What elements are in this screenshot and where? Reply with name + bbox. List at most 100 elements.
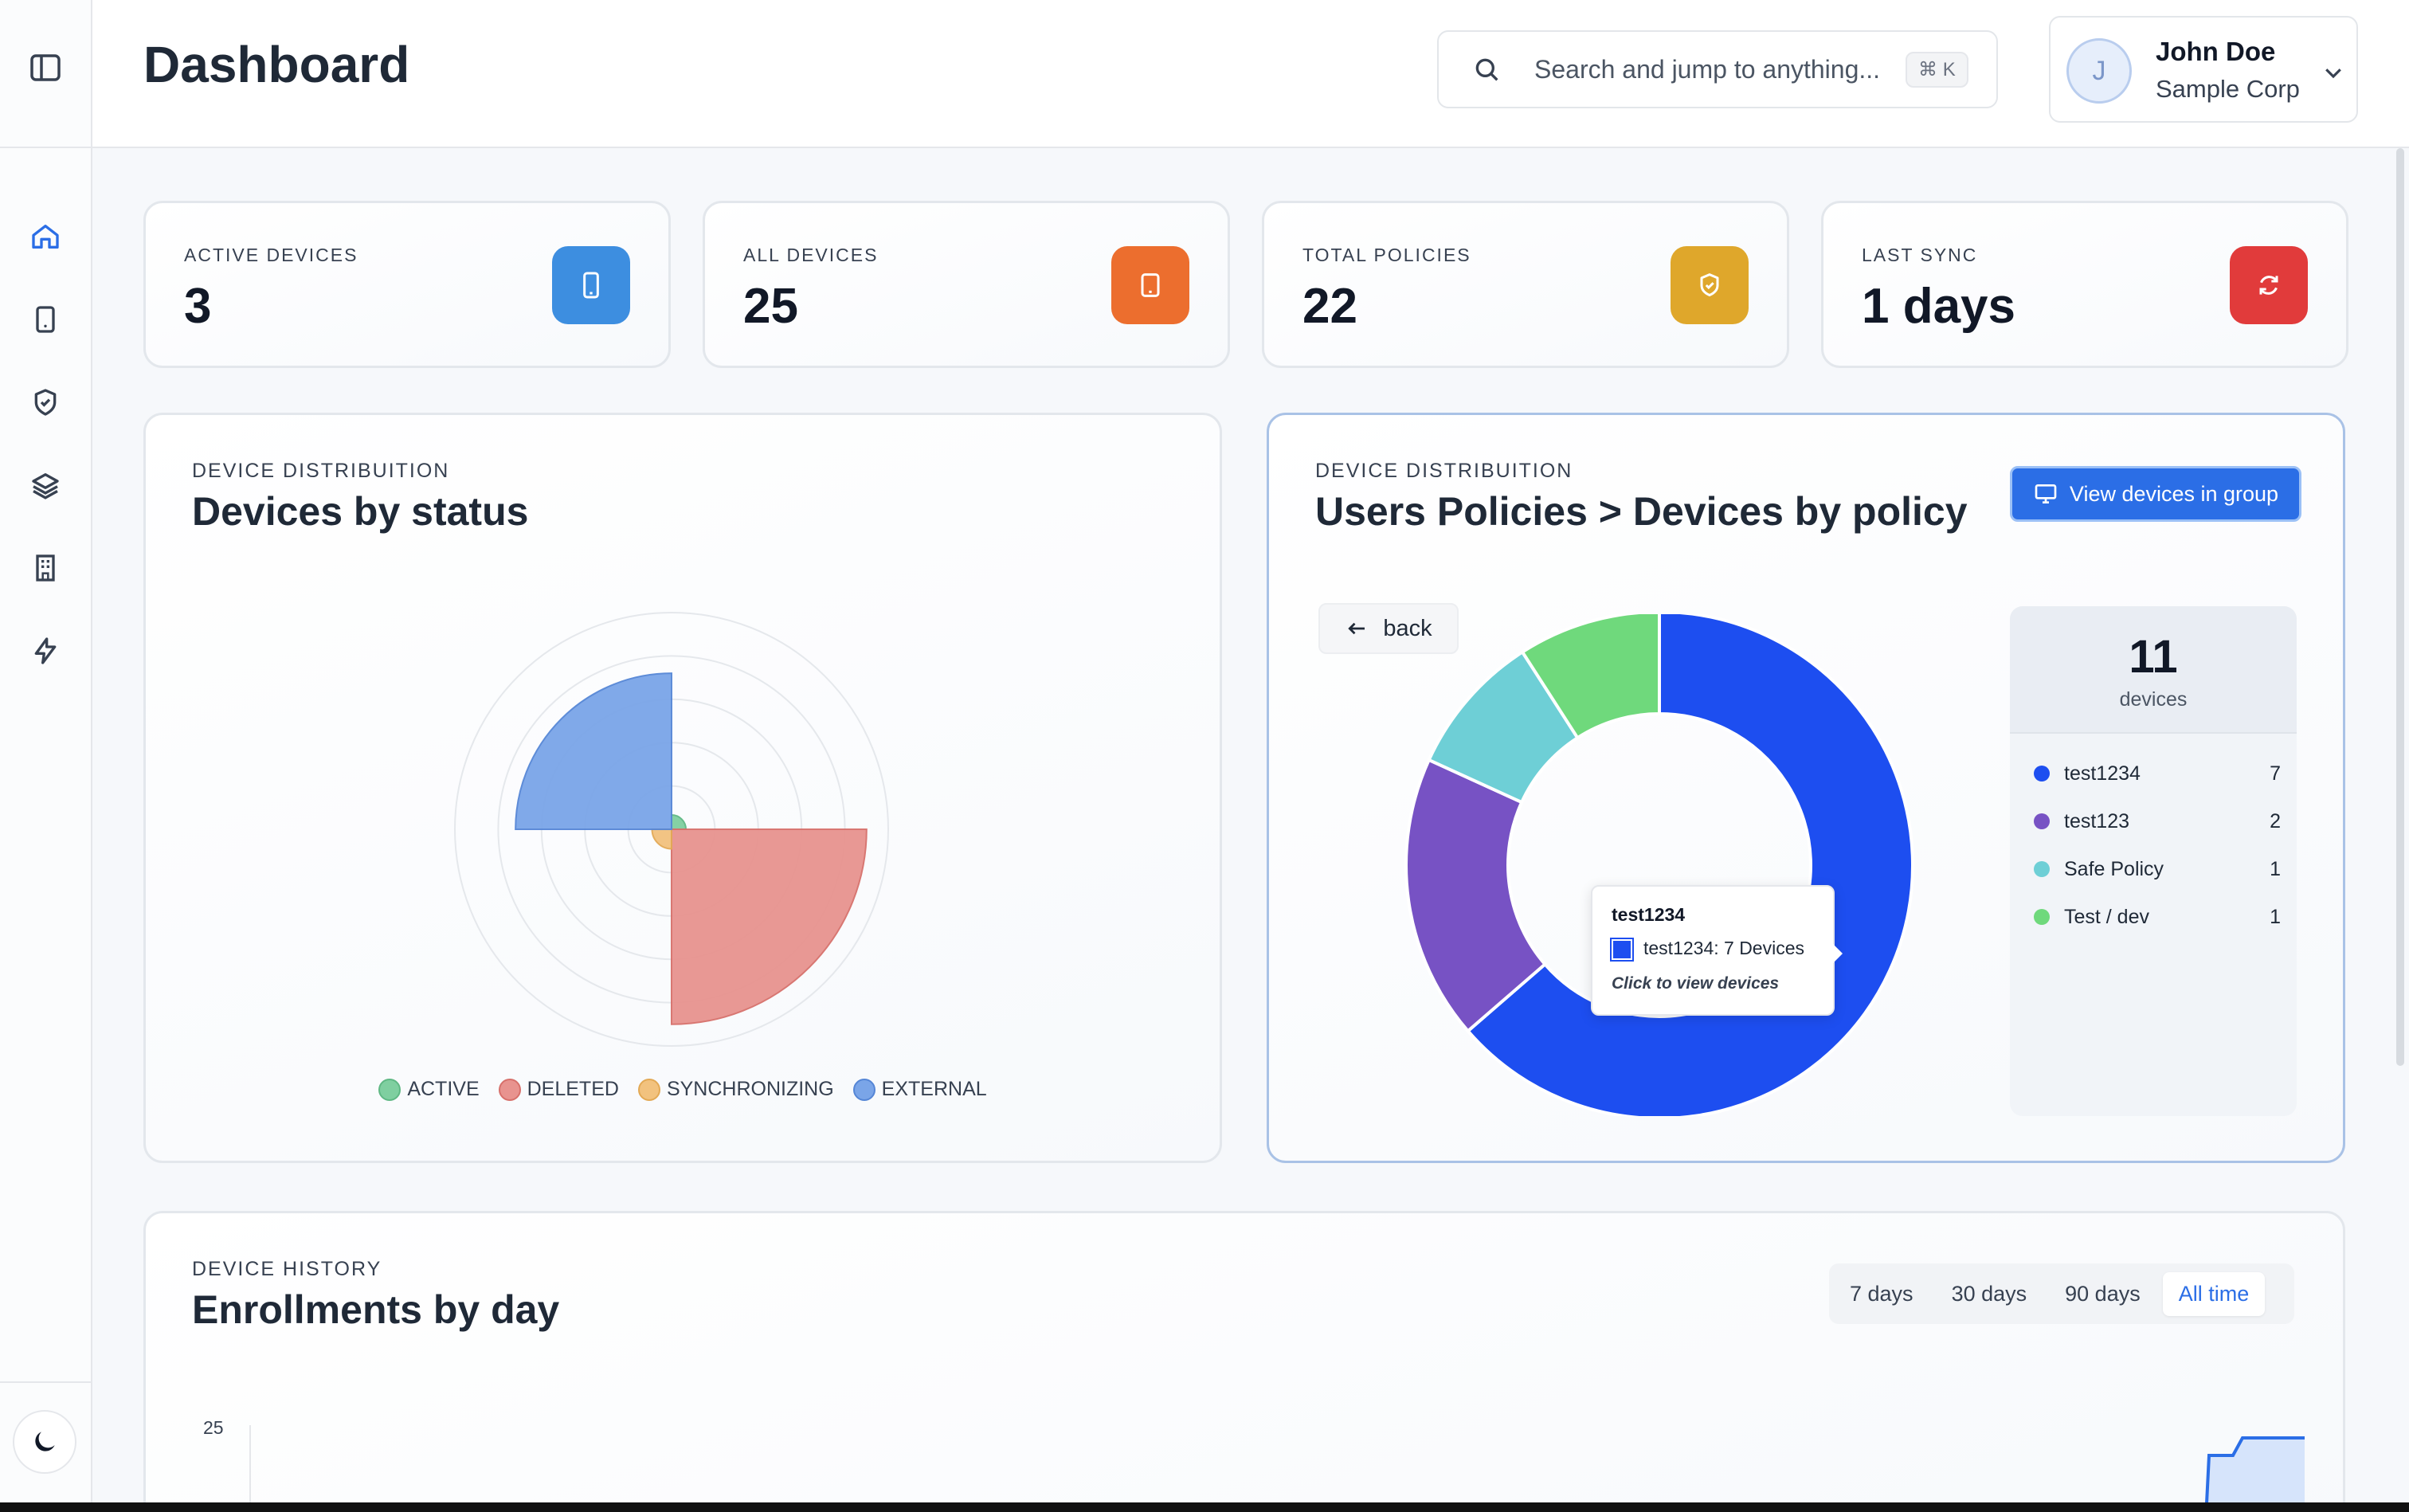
chart-tooltip[interactable]: test1234 test1234: 7 Devices Click to vi… (1591, 885, 1843, 1016)
bolt-icon[interactable] (27, 633, 64, 669)
row-count: 1 (2270, 857, 2281, 880)
stat-card-last-sync: LAST SYNC 1 days (1821, 201, 2348, 368)
devices-by-status-card: DEVICE DISTRIBUITION Devices by status A… (143, 413, 1222, 1163)
search-shortcut-badge: ⌘ K (1906, 51, 1968, 88)
policy-row[interactable]: test1234 7 (2034, 758, 2281, 789)
row-label: Safe Policy (2064, 857, 2164, 880)
search-placeholder: Search and jump to anything... (1534, 54, 1881, 84)
refresh-icon (2230, 246, 2308, 324)
sidebar-toggle-icon[interactable] (27, 53, 64, 84)
donut-slice-test123[interactable] (1404, 758, 1548, 1034)
enrollments-by-day-card: DEVICE HISTORY Enrollments by day 25 (143, 1211, 2345, 1512)
card-title: Users Policies > Devices by policy (1315, 489, 1968, 534)
tooltip-value: test1234: 7 Devices (1643, 938, 1805, 958)
page-title: Dashboard (143, 36, 410, 93)
tab-90-days[interactable]: 90 days (2065, 1281, 2141, 1306)
panel-label: devices (2119, 688, 2188, 711)
stat-card-total-policies: TOTAL POLICIES 22 (1262, 201, 1789, 368)
chart-legend: ACTIVE DELETED SYNCHRONIZING EXTERNAL (146, 1078, 1220, 1101)
legend-item-deleted[interactable]: DELETED (498, 1078, 619, 1101)
row-count: 2 (2270, 809, 2281, 832)
row-label: test1234 (2064, 762, 2141, 785)
donut-slice-test-dev[interactable] (1520, 614, 1661, 740)
user-menu[interactable]: J John Doe Sample Corp (2049, 16, 2358, 123)
sidebar-divider (0, 1381, 92, 1383)
row-label: test123 (2064, 809, 2130, 832)
y-axis-tick: 25 (203, 1417, 224, 1438)
polar-segment-external[interactable] (515, 672, 672, 830)
row-swatch (2034, 813, 2050, 829)
legend-item-synchronizing[interactable]: SYNCHRONIZING (637, 1078, 834, 1101)
stat-value: 3 (184, 279, 212, 334)
stat-label: LAST SYNC (1862, 245, 1978, 265)
row-count: 1 (2270, 905, 2281, 928)
shield-icon[interactable] (27, 384, 64, 421)
back-button[interactable]: back (1318, 603, 1459, 654)
tab-7-days[interactable]: 7 days (1850, 1281, 1913, 1306)
device-icon[interactable] (27, 301, 64, 338)
shield-check-icon (1671, 246, 1749, 324)
stat-card-active-devices: ACTIVE DEVICES 3 (143, 201, 671, 368)
tooltip-arrow (1833, 944, 1843, 963)
row-count: 7 (2270, 762, 2281, 785)
tooltip-title: test1234 (1612, 904, 1686, 925)
polar-segment-active[interactable] (671, 813, 687, 830)
polar-grid-ring (454, 612, 889, 1047)
policy-row[interactable]: Test / dev 1 (2034, 901, 2281, 933)
window-bottom-edge (0, 1502, 2409, 1512)
range-tabs: 7 days 30 days 90 days All time (1829, 1263, 2294, 1324)
topbar: Dashboard Search and jump to anything...… (92, 0, 2409, 148)
search-icon (1475, 58, 1498, 81)
view-devices-label: View devices in group (2069, 481, 2279, 506)
stat-value: 22 (1302, 279, 1357, 334)
home-icon[interactable] (27, 218, 64, 255)
avatar: J (2066, 38, 2132, 104)
donut-chart[interactable] (1396, 614, 1922, 1116)
theme-toggle-button[interactable] (13, 1410, 76, 1474)
user-org: Sample Corp (2156, 75, 2300, 103)
card-eyebrow: DEVICE HISTORY (192, 1258, 382, 1280)
policy-row[interactable]: Safe Policy 1 (2034, 853, 2281, 885)
layers-icon[interactable] (27, 467, 64, 503)
tab-all-time[interactable]: All time (2162, 1271, 2266, 1316)
row-label: Test / dev (2064, 905, 2149, 928)
tooltip-hint: Click to view devices (1612, 974, 1780, 993)
stat-label: ACTIVE DEVICES (184, 245, 358, 265)
legend-label: EXTERNAL (881, 1078, 987, 1100)
card-title: Enrollments by day (192, 1287, 560, 1332)
polar-area-chart[interactable] (433, 598, 911, 1060)
search-input[interactable]: Search and jump to anything... ⌘ K (1437, 30, 1998, 108)
legend-item-external[interactable]: EXTERNAL (852, 1078, 987, 1101)
policy-row[interactable]: test123 2 (2034, 805, 2281, 837)
panel-count: 11 (2129, 631, 2178, 683)
tooltip-swatch (1610, 938, 1634, 962)
arrow-left-icon (1348, 622, 1365, 635)
legend-swatch (498, 1078, 521, 1101)
moon-icon (35, 1432, 55, 1451)
stat-value: 1 days (1862, 279, 2016, 334)
row-swatch (2034, 861, 2050, 877)
view-devices-in-group-button[interactable]: View devices in group (2010, 466, 2301, 522)
y-axis-line (249, 1425, 251, 1512)
polar-segment-deleted[interactable] (671, 828, 868, 1025)
devices-by-policy-card: DEVICE DISTRIBUITION Users Policies > De… (1267, 413, 2345, 1163)
stat-value: 25 (743, 279, 798, 334)
stat-card-all-devices: ALL DEVICES 25 (703, 201, 1230, 368)
tab-30-days[interactable]: 30 days (1951, 1281, 2027, 1306)
legend-label: DELETED (527, 1078, 619, 1100)
polar-segment-synchronizing[interactable] (651, 828, 672, 850)
monitor-icon (2035, 484, 2057, 503)
area-series (2204, 1436, 2305, 1512)
chevron-down-icon (2325, 69, 2341, 79)
policy-summary-panel: 11 devices test1234 7 test123 2 Safe Polic… (2010, 606, 2297, 1116)
card-title: Devices by status (192, 489, 529, 534)
building-icon[interactable] (27, 550, 64, 586)
stat-label: ALL DEVICES (743, 245, 879, 265)
card-eyebrow: DEVICE DISTRIBUITION (192, 460, 450, 482)
card-eyebrow: DEVICE DISTRIBUITION (1315, 460, 1573, 482)
sidebar-divider (0, 147, 92, 148)
legend-swatch (852, 1078, 875, 1101)
scrollbar[interactable] (2396, 148, 2404, 1066)
phone-icon (552, 246, 630, 324)
legend-item-active[interactable]: ACTIVE (378, 1078, 480, 1101)
